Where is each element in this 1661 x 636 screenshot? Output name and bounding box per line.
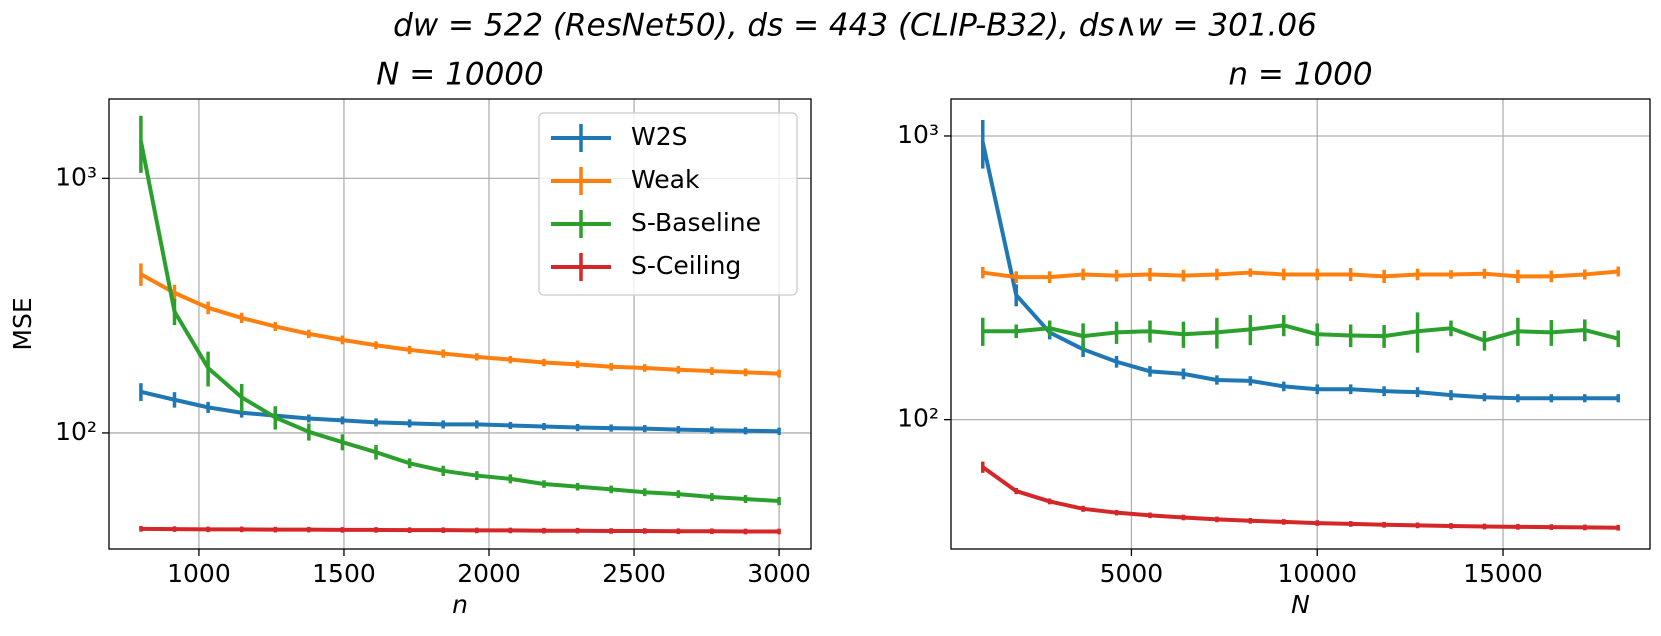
series-line	[980, 141, 1619, 401]
legend-label: Weak	[631, 165, 700, 194]
y-tick-label: 10³	[897, 120, 939, 149]
legend-label: S-Baseline	[631, 208, 761, 237]
plot-area	[138, 115, 781, 535]
series-line	[139, 272, 780, 376]
series-line	[140, 526, 780, 534]
subplot-title: N = 10000	[376, 57, 544, 93]
y-tick-label: 10²	[897, 404, 939, 433]
y-tick-label: 10²	[55, 417, 97, 446]
x-tick-label: 2500	[602, 559, 666, 588]
legend-label: S-Ceiling	[631, 251, 741, 280]
x-axis-label: N	[1291, 590, 1310, 619]
series-line	[981, 465, 1619, 530]
x-tick-label: 5000	[1100, 559, 1164, 588]
axes-frame	[108, 98, 812, 550]
x-tick-label: 1500	[312, 559, 376, 588]
y-tick-label: 10³	[55, 162, 97, 191]
x-tick-label: 10000	[1277, 559, 1357, 588]
axes-frame	[950, 98, 1651, 550]
legend-box	[538, 112, 798, 296]
legend-label: W2S	[631, 122, 688, 151]
series-line	[138, 140, 780, 504]
series-line	[982, 269, 1619, 280]
subplot-title: n = 1000	[1228, 57, 1372, 93]
series-line	[140, 389, 780, 434]
plot-area	[980, 120, 1620, 531]
x-tick-label: 15000	[1463, 559, 1543, 588]
figure-title: dw = 522 (ResNet50), ds = 443 (CLIP-B32)…	[393, 8, 1317, 44]
y-axis-label: MSE	[8, 297, 37, 350]
x-tick-label: 2000	[457, 559, 521, 588]
series-line	[982, 323, 1619, 343]
x-tick-label: 3000	[747, 559, 811, 588]
x-tick-label: 1000	[167, 559, 231, 588]
x-axis-label: n	[452, 590, 468, 619]
